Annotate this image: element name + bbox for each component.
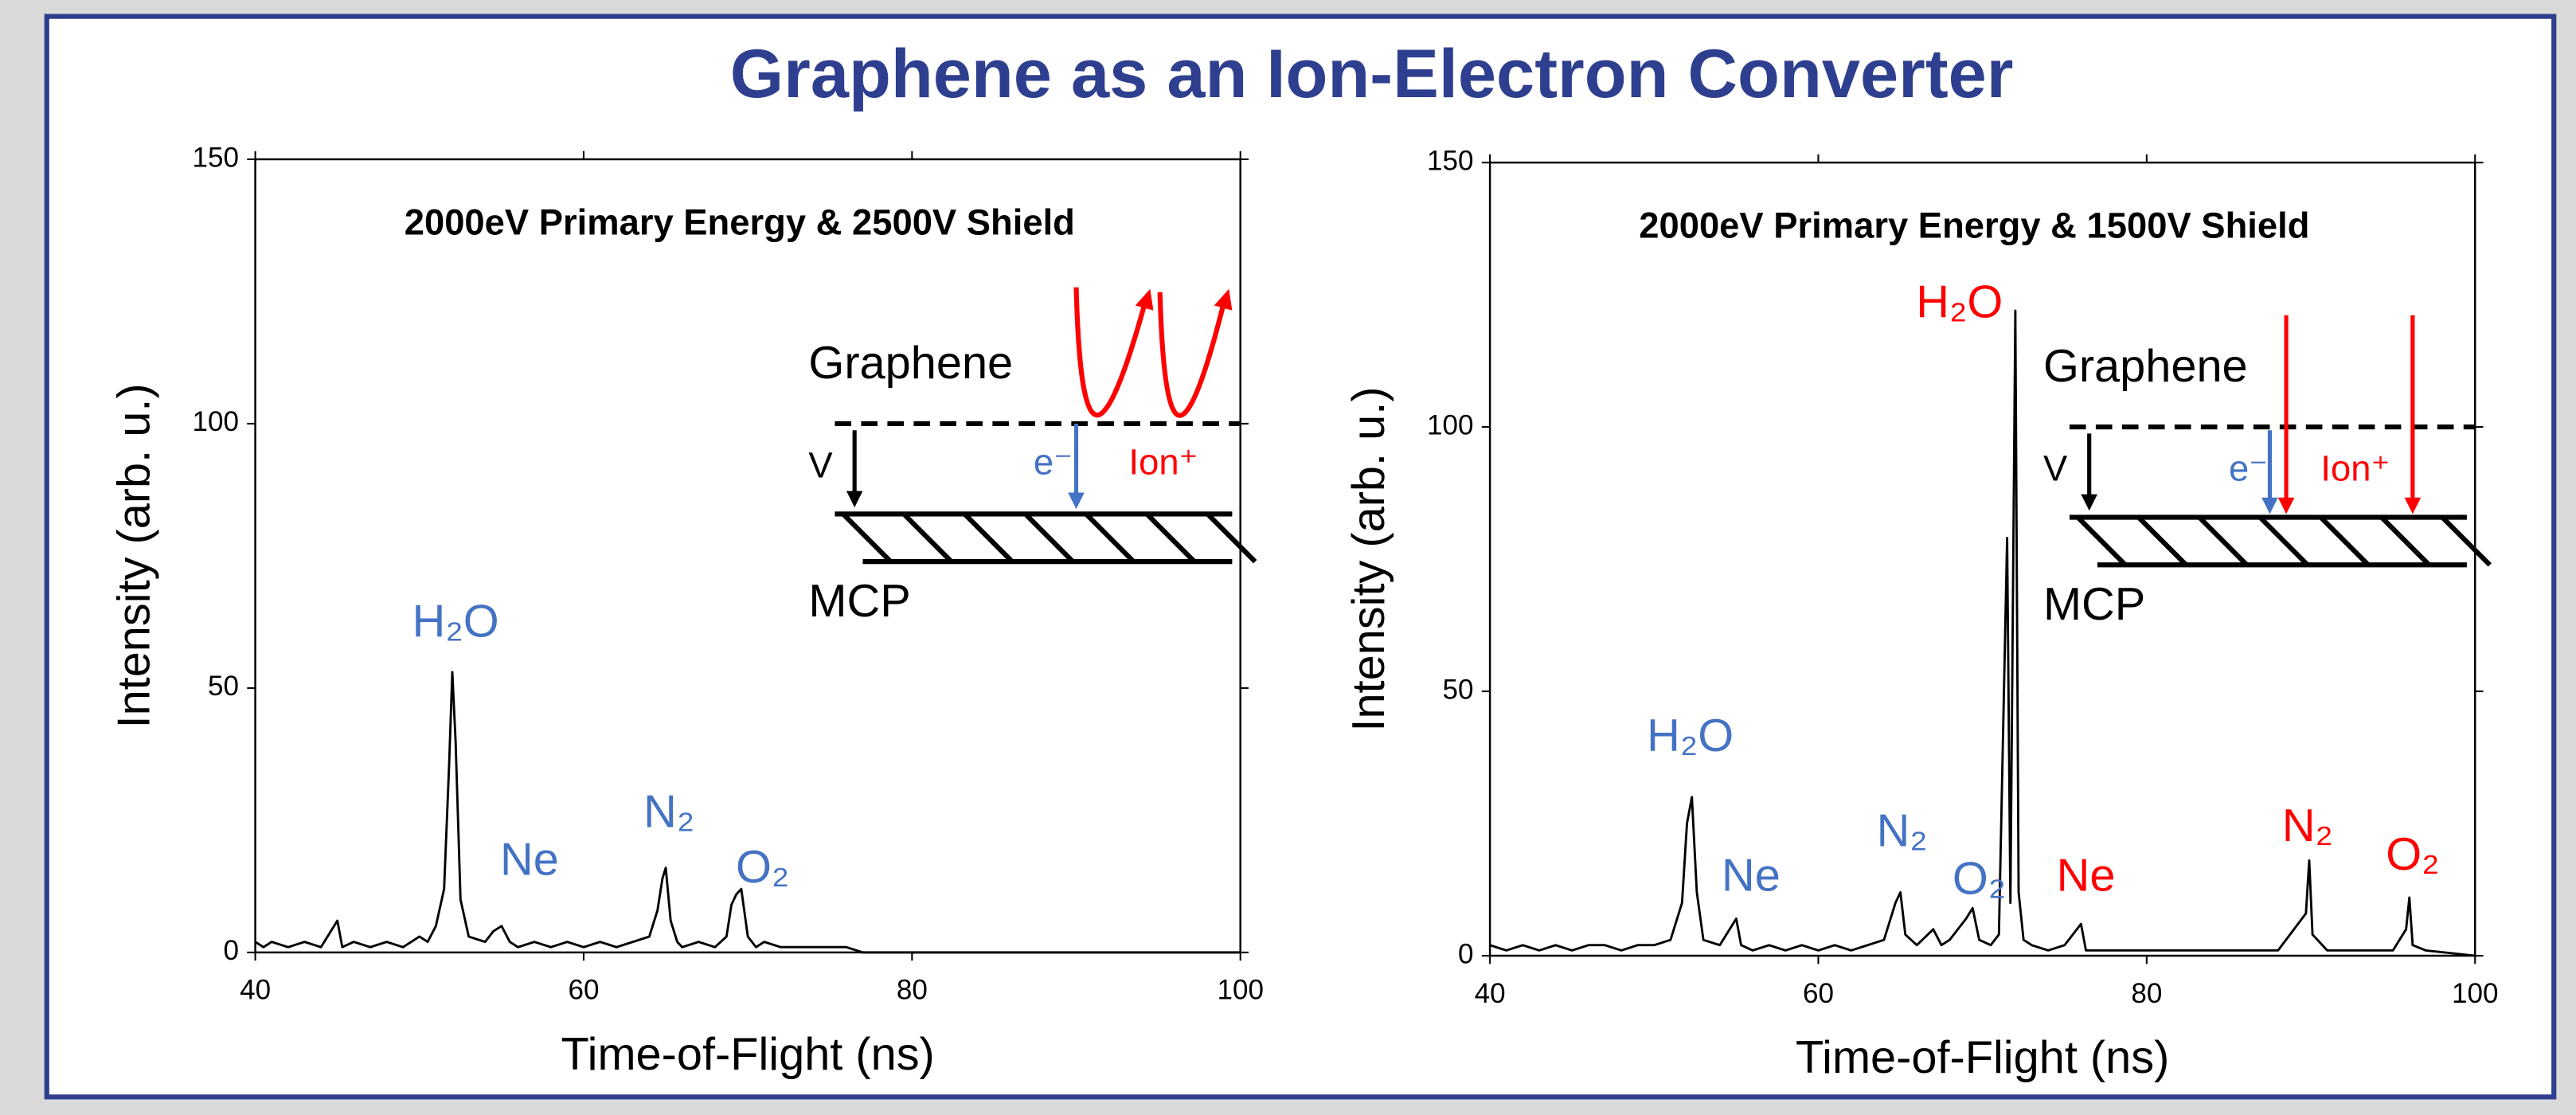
inset-ion-label: Ion⁺ [1129,441,1198,482]
peak-annotation: Ne [1722,850,1781,901]
x-axis-label: Time-of-Flight (ns) [1796,1032,2169,1083]
x-tick-label: 100 [2452,978,2498,1009]
inset-mcp-label: MCP [2043,579,2145,630]
y-tick-label: 0 [223,935,239,966]
peak-annotation: O₂ [2386,829,2439,880]
inset-mcp-label: MCP [808,576,910,627]
x-tick-label: 40 [1475,978,1506,1009]
chart-subtitle: 2000eV Primary Energy & 2500V Shield [405,201,1075,242]
x-tick-label: 80 [897,975,928,1006]
inset-graphene-label: Graphene [2043,341,2248,392]
page: {"title": "Graphene as an Ion-Electron C… [0,0,2576,1115]
inset-electron-label: e⁻ [1034,441,1073,482]
y-tick-label: 100 [1427,409,1473,440]
y-tick-label: 100 [192,406,238,437]
y-axis-label: Intensity (arb. u.) [108,383,159,728]
x-axis-label: Time-of-Flight (ns) [561,1029,935,1080]
peak-annotation: H₂O [1916,277,2003,328]
page-title: Graphene as an Ion-Electron Converter [730,36,2014,112]
inset-electron-label: e⁻ [2229,448,2268,489]
x-tick-label: 80 [2131,978,2162,1009]
y-tick-label: 0 [1458,938,1474,969]
peak-annotation: O₂ [1953,853,2006,904]
y-tick-label: 150 [1427,145,1473,176]
inset-ion-label: Ion⁺ [2320,448,2390,489]
x-tick-label: 60 [1803,978,1834,1009]
y-tick-label: 50 [208,671,239,702]
inset-voltage-label: V [2043,448,2068,489]
x-tick-label: 60 [568,975,599,1006]
inset-voltage-label: V [808,445,833,486]
peak-annotation: N₂ [1877,806,1928,857]
chart-subtitle: 2000eV Primary Energy & 1500V Shield [1639,205,2309,246]
peak-annotation: H₂O [1647,710,1734,761]
y-axis-label: Intensity (arb. u.) [1343,387,1394,732]
x-tick-label: 100 [1217,975,1263,1006]
y-tick-label: 150 [192,142,238,173]
figure: Graphene as an Ion-Electron Converter 40… [0,0,2576,1115]
peak-annotation: Ne [500,834,559,885]
peak-annotation: H₂O [412,596,499,647]
peak-annotation: O₂ [736,842,789,893]
x-tick-label: 40 [240,975,271,1006]
peak-annotation: N₂ [2282,800,2333,851]
peak-annotation: Ne [2057,850,2116,901]
y-tick-label: 50 [1443,674,1474,705]
peak-annotation: N₂ [643,787,694,838]
inset-graphene-label: Graphene [808,338,1013,389]
